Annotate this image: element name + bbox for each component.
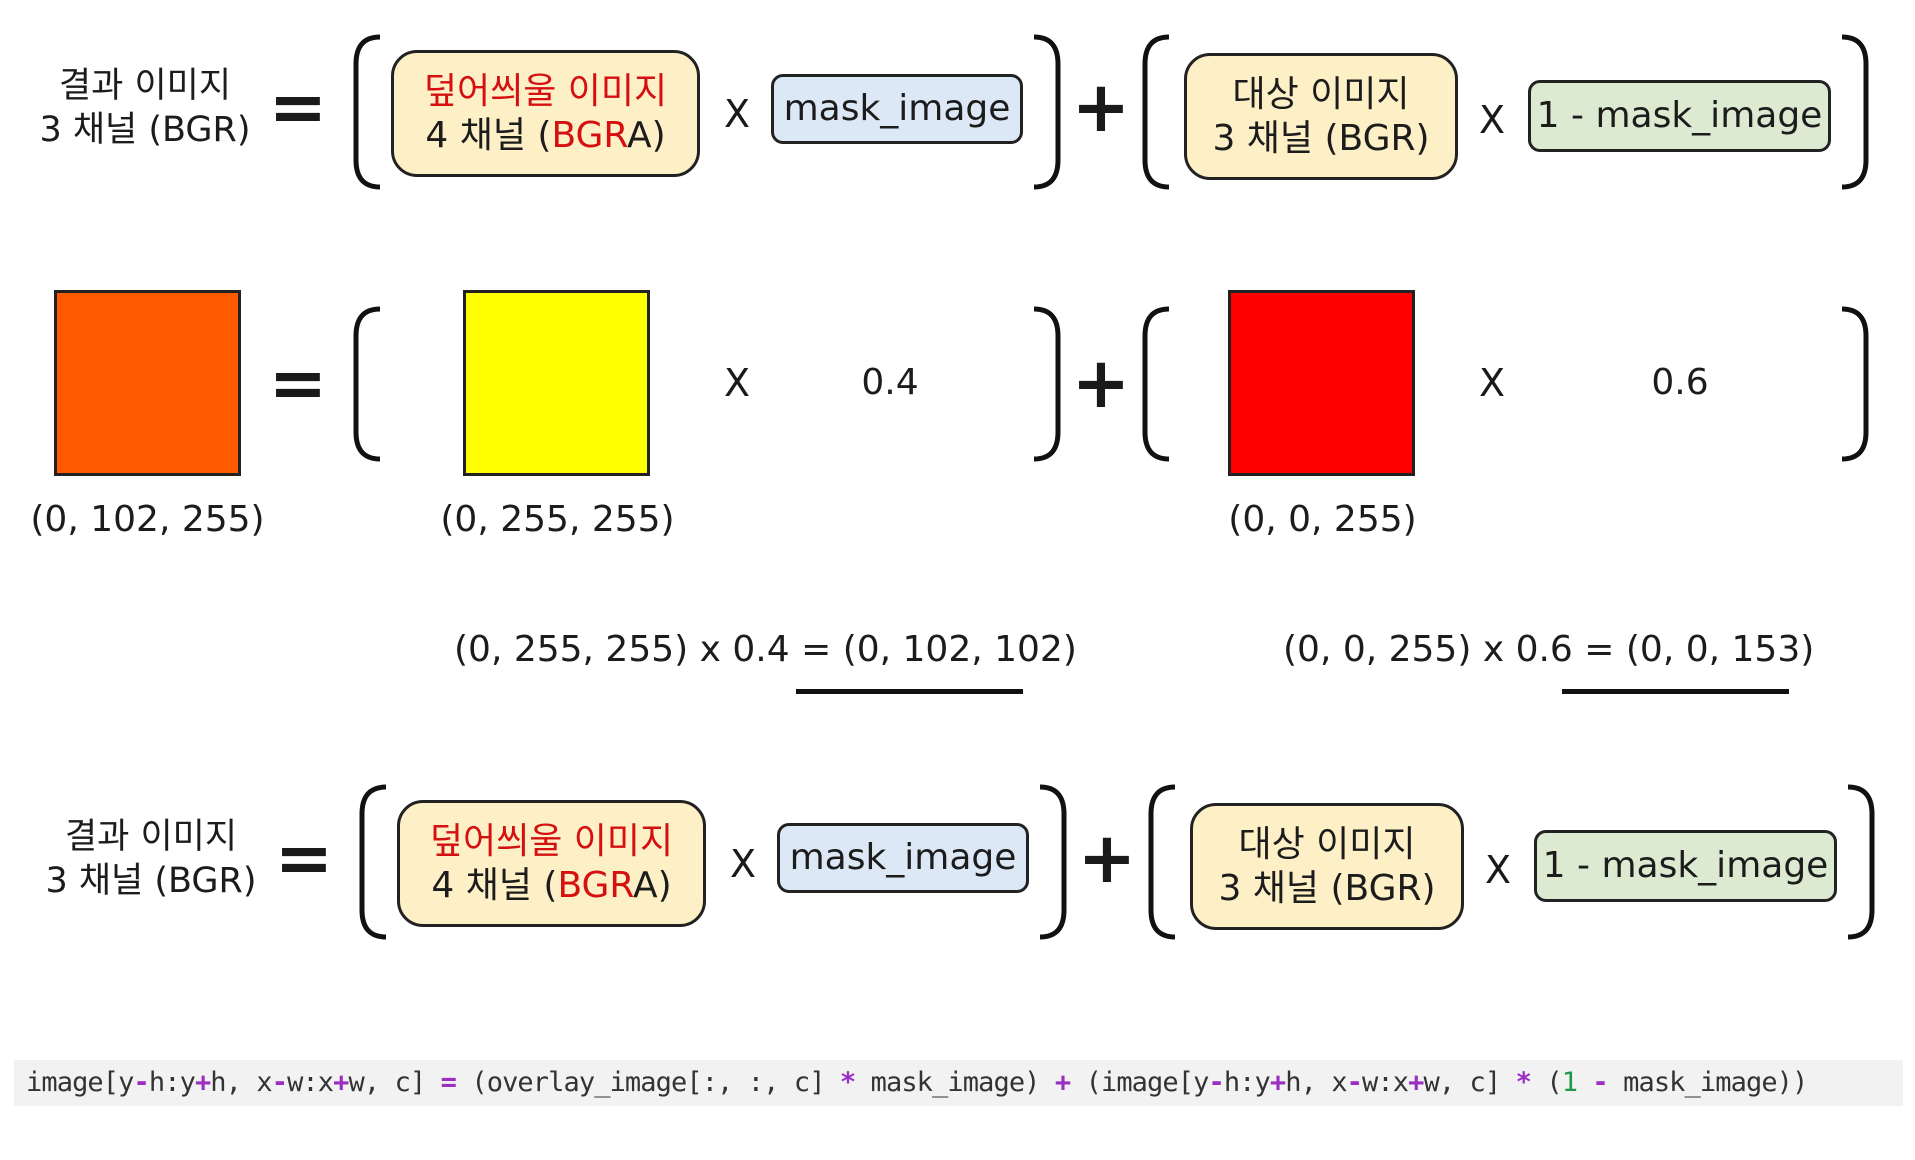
row3-inv-mask-box: 1 - mask_image bbox=[1534, 830, 1837, 902]
row3-right-paren-close bbox=[1847, 784, 1875, 940]
row1-overlay-line2: 4 채널 (BGRA) bbox=[425, 114, 666, 156]
row1-times-2: X bbox=[1478, 98, 1506, 142]
result-color-swatch bbox=[54, 290, 241, 476]
row2-times-1: X bbox=[723, 361, 751, 405]
code-line: image[y-h:y+h, x-w:x+w, c] = (overlay_im… bbox=[14, 1060, 1903, 1106]
row3-overlay-line2: 4 채널 (BGRA) bbox=[431, 864, 672, 906]
row1-right-paren-open bbox=[1142, 34, 1170, 190]
target-color-label: (0, 0, 255) bbox=[1228, 499, 1417, 540]
row3-plus-sign: + bbox=[1077, 817, 1137, 899]
right-calc-result: (0, 0, 153) bbox=[1625, 629, 1815, 670]
row1-right-paren-close bbox=[1841, 34, 1869, 190]
row1-result-line1: 결과 이미지 bbox=[58, 66, 232, 106]
overlay-color-label: (0, 255, 255) bbox=[440, 499, 675, 540]
row1-result-line2: 3 채널 (BGR) bbox=[39, 110, 251, 150]
row1-target-line1: 대상 이미지 bbox=[1232, 73, 1410, 115]
row1-mask-box: mask_image bbox=[771, 74, 1023, 144]
row2-equals-sign: = bbox=[268, 342, 328, 424]
row1-left-paren-close bbox=[1033, 34, 1061, 190]
mask-value: 0.4 bbox=[861, 362, 919, 403]
row1-times-1: X bbox=[723, 92, 751, 136]
row3-result-line2: 3 채널 (BGR) bbox=[45, 861, 257, 901]
row3-times-2: X bbox=[1484, 848, 1512, 892]
left-calc-result: (0, 102, 102) bbox=[842, 629, 1077, 670]
row1-target-line2: 3 채널 (BGR) bbox=[1212, 117, 1430, 159]
row1-overlay-image-box: 덮어씌울 이미지 4 채널 (BGRA) bbox=[391, 50, 700, 177]
row3-left-paren-close bbox=[1039, 784, 1067, 940]
target-color-swatch bbox=[1228, 290, 1415, 476]
right-calc-line: (0, 0, 255) x 0.6 = (0, 0, 153) bbox=[1283, 628, 1814, 672]
right-result-underline bbox=[1562, 689, 1789, 694]
row3-target-line1: 대상 이미지 bbox=[1238, 823, 1416, 865]
left-result-underline bbox=[796, 689, 1023, 694]
row3-times-1: X bbox=[729, 842, 757, 886]
row3-target-image-box: 대상 이미지 3 채널 (BGR) bbox=[1190, 803, 1464, 930]
row3-overlay-line1: 덮어씌울 이미지 bbox=[429, 820, 674, 862]
left-calc-expression: (0, 255, 255) x 0.4 = bbox=[454, 629, 843, 670]
row1-result-label: 결과 이미지 3 채널 (BGR) bbox=[30, 64, 260, 152]
row2-left-paren-open bbox=[353, 306, 381, 462]
row1-left-paren-open bbox=[353, 34, 381, 190]
row1-overlay-line1: 덮어씌울 이미지 bbox=[423, 70, 668, 112]
left-calc-line: (0, 255, 255) x 0.4 = (0, 102, 102) bbox=[454, 628, 1077, 672]
result-color-label: (0, 102, 255) bbox=[30, 499, 265, 540]
row1-target-image-box: 대상 이미지 3 채널 (BGR) bbox=[1184, 53, 1458, 180]
row2-times-2: X bbox=[1478, 361, 1506, 405]
row1-plus-sign: + bbox=[1071, 66, 1131, 148]
row2-plus-sign: + bbox=[1071, 342, 1131, 424]
right-calc-expression: (0, 0, 255) x 0.6 = bbox=[1283, 629, 1626, 670]
row3-overlay-image-box: 덮어씌울 이미지 4 채널 (BGRA) bbox=[397, 800, 706, 927]
row3-left-paren-open bbox=[359, 784, 387, 940]
inv-mask-value: 0.6 bbox=[1651, 362, 1709, 403]
row1-equals-sign: = bbox=[268, 66, 328, 148]
row3-equals-sign: = bbox=[274, 817, 334, 899]
row3-right-paren-open bbox=[1148, 784, 1176, 940]
row2-right-paren-close bbox=[1841, 306, 1869, 462]
row1-inv-mask-box: 1 - mask_image bbox=[1528, 80, 1831, 152]
row3-result-label: 결과 이미지 3 채널 (BGR) bbox=[36, 815, 266, 903]
row3-mask-box: mask_image bbox=[777, 823, 1029, 893]
row2-right-paren-open bbox=[1142, 306, 1170, 462]
row3-result-line1: 결과 이미지 bbox=[64, 817, 238, 857]
row3-target-line2: 3 채널 (BGR) bbox=[1218, 867, 1436, 909]
overlay-color-swatch bbox=[463, 290, 650, 476]
row2-left-paren-close bbox=[1033, 306, 1061, 462]
